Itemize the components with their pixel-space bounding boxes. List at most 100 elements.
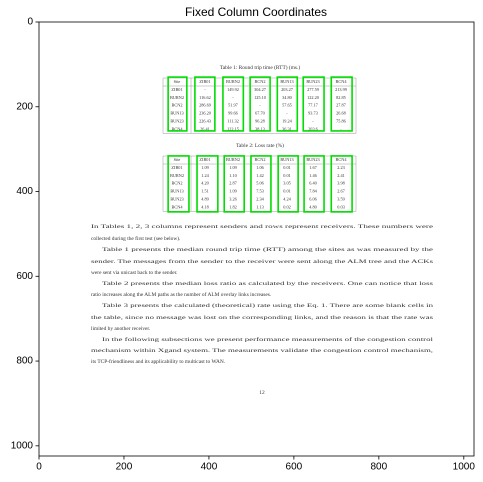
table-cell: 236.20 (199, 111, 211, 116)
x-tick-label: 200 (116, 462, 133, 473)
table-cell: 5.06 (256, 181, 264, 186)
table-cell: - (232, 95, 234, 100)
table-cell: BCN4 (336, 157, 348, 162)
y-tick-label: 0 (27, 17, 33, 28)
table-cell: Site (174, 79, 181, 84)
table-cell: 1.13 (256, 204, 264, 209)
column-box (330, 76, 353, 132)
table-cell: 26.41 (200, 126, 210, 131)
table-cell: - (340, 126, 342, 131)
table-cell: 0.01 (283, 189, 291, 194)
y-tick-label: 800 (16, 356, 33, 367)
table-cell: 4.89 (201, 196, 209, 201)
table-cell: ZIB01 (199, 79, 210, 84)
column-box (303, 155, 325, 213)
body-line: Table 3 presents the calculated (theoret… (102, 302, 433, 309)
table-cell: 99.66 (228, 111, 239, 116)
body-line: Table 1 presents the median round trip t… (102, 246, 434, 253)
table-cell: 67.70 (255, 111, 265, 116)
table-cell: 3.98 (337, 181, 345, 186)
table-cell: 93.73 (308, 111, 318, 116)
table-cell: 1.42 (256, 173, 264, 178)
table-cell: 1.82 (229, 204, 237, 209)
table-cell: 0.03 (337, 204, 345, 209)
table-cell: 125.10 (254, 95, 266, 100)
table-cell: ZIB01 (171, 87, 182, 92)
table-cell: BUN23 (306, 157, 319, 162)
table-cell: 0.01 (283, 173, 291, 178)
table-cell: BCN2 (255, 79, 266, 84)
table-cell: - (259, 103, 261, 108)
x-tick-label: 400 (201, 462, 218, 473)
table-cell: 3.05 (283, 181, 291, 186)
table-cell: 4.80 (309, 204, 317, 209)
table-cell: 2.67 (337, 189, 345, 194)
table-cell: BURN2 (226, 157, 240, 162)
table-cell: 1.09 (229, 165, 237, 170)
column-box (196, 155, 219, 213)
table-cell: BURN2 (170, 95, 184, 100)
table-cell: 1.46 (309, 173, 317, 178)
body-line: were sent via unicast back to the sender… (91, 270, 178, 276)
table-cell: BCN2 (172, 181, 183, 186)
table-cell: 7.53 (256, 189, 264, 194)
body-line: collected during the first test (see bel… (91, 235, 180, 242)
table-cell: 277.59 (307, 87, 319, 92)
body-line: sender. The messages from the sender to … (91, 258, 433, 265)
table-cell: Site (174, 157, 181, 162)
table-cell: 77.17 (308, 103, 319, 108)
table-cell: 1.51 (201, 189, 209, 194)
body-line: limited by another receiver. (91, 326, 150, 332)
table-cell: 122.15 (227, 126, 239, 131)
table-cell: 111.32 (227, 118, 239, 123)
table-cell: 3.26 (229, 196, 237, 201)
table-caption: Table 1: Round trip time (RTT) (ms.) (220, 64, 300, 71)
y-tick-label: 600 (16, 271, 33, 282)
column-box (302, 76, 325, 132)
table-cell: BUN23 (306, 79, 319, 84)
column-box (222, 76, 245, 132)
body-line: In the following subsections we present … (102, 336, 434, 343)
table-cell: 2.41 (337, 173, 345, 178)
x-tick-label: 800 (371, 462, 388, 473)
table-cell: 36.31 (282, 126, 292, 131)
table-cell: BUN13 (280, 157, 293, 162)
column-box (223, 155, 245, 213)
body-line: the table, since no message was lost on … (91, 315, 433, 321)
table-cell: 75.86 (336, 118, 347, 123)
axes-frame (38, 21, 475, 457)
body-line: Table 2 presents the median loss ratio a… (102, 281, 433, 287)
table-cell: BCN4 (172, 126, 184, 131)
body-line: its TCP-friendliness and its applicabili… (91, 358, 225, 365)
column-box (330, 155, 353, 213)
table-cell: 57.65 (282, 103, 292, 108)
table-cell: 3.59 (337, 196, 345, 201)
table-cell: 1.09 (229, 189, 237, 194)
table-cell: 149.92 (227, 87, 239, 92)
table-cell: 2.87 (229, 181, 237, 186)
table-cell: 116.62 (199, 95, 211, 100)
table-cell: BCN2 (255, 157, 266, 162)
body-line: mechanism within Xgand system. The measu… (91, 348, 434, 354)
table-cell: 226.43 (199, 118, 211, 123)
table-cell: BUN13 (170, 189, 183, 194)
table-caption: Table 2: Loss rate (%) (236, 142, 284, 149)
table-cell: BURN2 (226, 79, 240, 84)
table-cell: 26.68 (336, 111, 346, 116)
table-cell: 82.85 (336, 95, 346, 100)
table-cell: 4.18 (201, 204, 209, 209)
table-cell: BUN23 (170, 196, 183, 201)
table-cell: 203.6 (308, 126, 319, 131)
x-tick-label: 1000 (453, 462, 476, 473)
table-cell: 0.01 (283, 165, 291, 170)
chart-title: Fixed Column Coordinates (185, 5, 327, 19)
y-tick-label: 200 (16, 101, 33, 112)
body-line: In Tables 1, 2, 3 columns represent send… (91, 224, 434, 230)
table-cell: 1.09 (201, 165, 209, 170)
table-cell: 2.23 (337, 165, 345, 170)
x-tick-label: 0 (36, 462, 42, 473)
y-tick-label: 1000 (11, 440, 34, 451)
table-cell: 0.02 (283, 204, 291, 209)
table-cell: 213.99 (335, 87, 347, 92)
